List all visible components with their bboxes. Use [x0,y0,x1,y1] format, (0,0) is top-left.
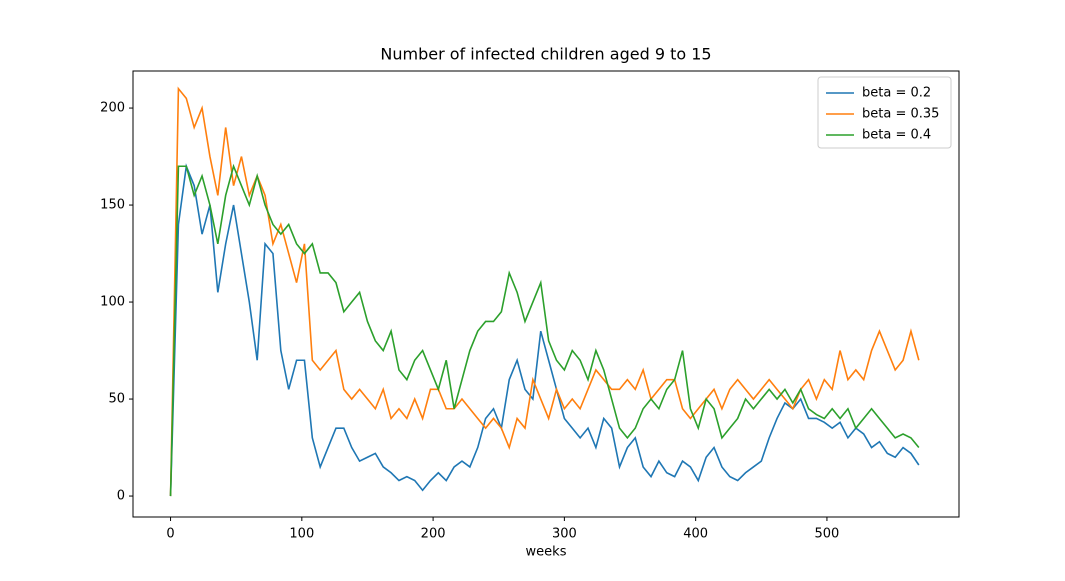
x-axis-label: weeks [526,545,567,560]
y-tick-label: 0 [117,489,125,504]
x-tick-label: 300 [552,527,577,542]
data-line [169,163,920,497]
chart-title: Number of infected children aged 9 to 15 [380,45,711,64]
x-tick-label: 100 [289,527,314,542]
legend-box [817,76,952,149]
y-tick-label: 100 [100,295,125,310]
x-tick-label: 400 [683,527,708,542]
y-tick-label: 50 [108,392,125,407]
x-tick-label: 0 [166,527,174,542]
legend-label: beta = 0.4 [862,128,931,143]
legend-label: beta = 0.35 [862,107,939,122]
data-line [169,163,920,497]
x-tick-label: 200 [421,527,446,542]
y-tick-label: 200 [100,101,125,116]
legend-label: beta = 0.2 [862,86,931,101]
plot-area [169,86,920,497]
x-tick-label: 500 [815,527,840,542]
axes-frame [132,70,960,518]
data-line [169,86,920,497]
y-tick-label: 150 [100,198,125,213]
